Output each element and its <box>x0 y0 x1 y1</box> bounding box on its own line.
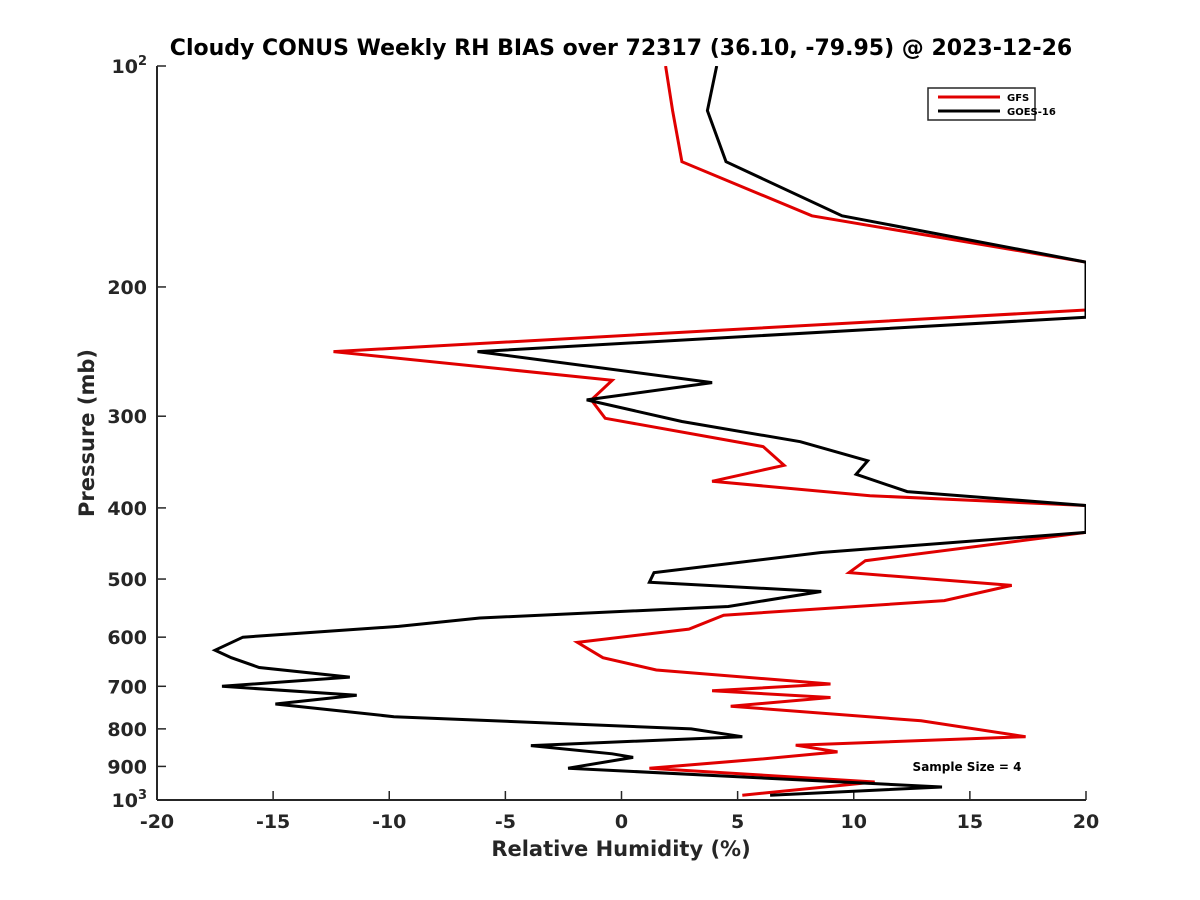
legend-box <box>927 87 1036 121</box>
x-tick-label: 20 <box>1073 811 1099 833</box>
y-tick-label: 300 <box>107 406 147 428</box>
y-tick-label: 500 <box>107 569 147 591</box>
x-tick-label: -5 <box>495 811 516 833</box>
x-tick-label: -10 <box>372 811 406 833</box>
legend-label: GFS <box>1007 93 1029 104</box>
x-tick-label: -15 <box>256 811 290 833</box>
y-tick-label: 900 <box>107 756 147 778</box>
series-gfs-line <box>333 66 1086 797</box>
plot-axes: -20 -15 -10 -5 0 5 10 15 20 102 200 300 400 500 600 700… <box>107 54 1099 833</box>
x-tick-label: 0 <box>615 811 628 833</box>
x-tick-label: -20 <box>140 811 174 833</box>
x-tick-label: 15 <box>957 811 983 833</box>
chart-title: Cloudy CONUS Weekly RH BIAS over 72317 (… <box>170 36 1072 61</box>
sample-size-annotation: Sample Size = 4 <box>913 760 1022 774</box>
y-tick-label: 102 <box>112 54 148 78</box>
y-tick-label: 600 <box>107 627 147 649</box>
x-axis-label: Relative Humidity (%) <box>491 837 750 861</box>
y-tick-label: 400 <box>107 498 147 520</box>
y-tick-label: 200 <box>107 277 147 299</box>
series-goes-16-line <box>211 66 1086 797</box>
y-axis-label: Pressure (mb) <box>75 349 99 517</box>
y-tick-label: 103 <box>112 788 148 812</box>
x-tick-label: 5 <box>731 811 744 833</box>
y-tick-label: 800 <box>107 719 147 741</box>
legend-label: GOES-16 <box>1007 107 1056 118</box>
x-tick-label: 10 <box>841 811 867 833</box>
y-tick-label: 700 <box>107 676 147 698</box>
legend: GFS GOES-16 <box>927 87 1056 121</box>
series-layer <box>211 66 1086 797</box>
